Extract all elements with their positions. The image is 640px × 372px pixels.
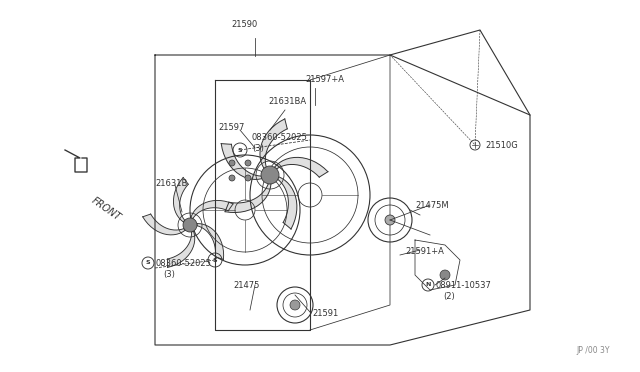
Text: 21591: 21591 [312, 308, 339, 317]
Text: 21597+A: 21597+A [305, 75, 344, 84]
Circle shape [183, 218, 197, 232]
Text: (3): (3) [252, 144, 264, 153]
Circle shape [245, 160, 251, 166]
Text: 21591+A: 21591+A [405, 247, 444, 257]
Text: 08360-52025: 08360-52025 [155, 259, 211, 267]
Circle shape [290, 300, 300, 310]
Text: (2): (2) [443, 292, 455, 301]
Text: 21631BA: 21631BA [268, 97, 306, 106]
Text: 21475: 21475 [233, 280, 259, 289]
Polygon shape [173, 177, 188, 222]
Text: 21597: 21597 [218, 122, 244, 131]
Text: 08911-10537: 08911-10537 [436, 280, 492, 289]
Polygon shape [260, 119, 287, 169]
Text: S: S [237, 148, 243, 153]
Circle shape [440, 270, 450, 280]
Polygon shape [278, 177, 297, 229]
Polygon shape [221, 144, 262, 179]
Polygon shape [191, 201, 233, 218]
Circle shape [245, 175, 251, 181]
Text: FRONT: FRONT [90, 195, 123, 222]
Text: 21631B: 21631B [155, 179, 188, 187]
Circle shape [229, 160, 235, 166]
Polygon shape [275, 157, 328, 177]
Text: S: S [146, 260, 150, 266]
Text: 21510G: 21510G [485, 141, 518, 150]
Circle shape [385, 215, 395, 225]
Text: N: N [426, 282, 431, 288]
Text: 08360-52025: 08360-52025 [252, 132, 308, 141]
Text: S: S [212, 257, 218, 263]
Circle shape [261, 166, 279, 184]
Text: 21475M: 21475M [415, 201, 449, 209]
Text: (3): (3) [163, 269, 175, 279]
Circle shape [229, 175, 235, 181]
Polygon shape [168, 231, 195, 267]
Polygon shape [143, 214, 185, 235]
Polygon shape [197, 224, 223, 259]
Text: JP /00 3Y: JP /00 3Y [577, 346, 610, 355]
Polygon shape [225, 183, 271, 212]
Text: 21590: 21590 [232, 20, 258, 29]
